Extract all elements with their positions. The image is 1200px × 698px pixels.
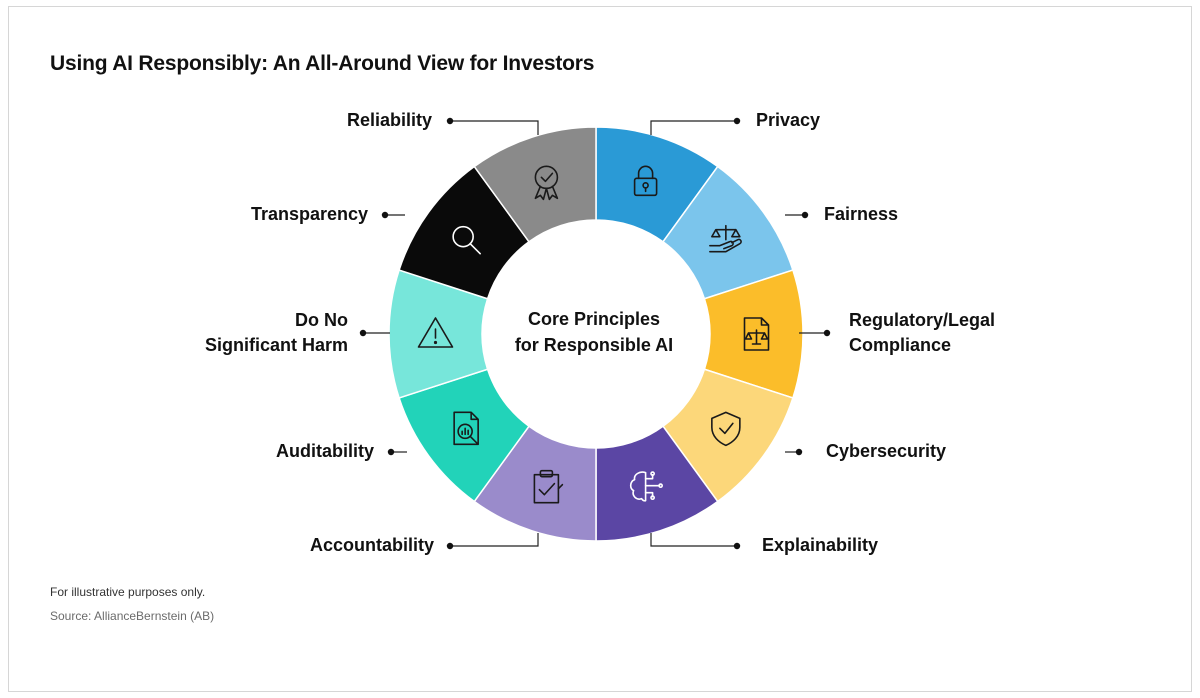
shield-check-icon bbox=[711, 411, 741, 447]
warning-icon bbox=[417, 317, 454, 348]
scales-hand-icon bbox=[709, 224, 742, 253]
brain-circuit-icon bbox=[629, 471, 663, 502]
leader-line-explainability bbox=[650, 533, 737, 547]
leader-dot-transparency bbox=[381, 211, 389, 219]
source-note: Source: AllianceBernstein (AB) bbox=[50, 609, 215, 623]
label-transparency: Transparency bbox=[250, 204, 368, 224]
label-do-no-significant-harm: Do No Significant Harm bbox=[204, 310, 348, 355]
label-fairness: Fairness bbox=[824, 204, 899, 224]
leader-dot-accountability bbox=[446, 542, 454, 550]
award-ribbon-icon bbox=[534, 165, 559, 201]
leader-dot-reliability bbox=[446, 117, 454, 125]
leader-dot-explainability bbox=[733, 542, 741, 550]
illustrative-note: For illustrative purposes only. bbox=[50, 585, 206, 599]
label-regulatory-legal-compliance: Regulatory/Legal Compliance bbox=[849, 310, 996, 355]
leader-dot-privacy bbox=[733, 117, 741, 125]
figure-title: Using AI Responsibly: An All-Around View… bbox=[50, 52, 595, 75]
leader-line-privacy bbox=[650, 120, 737, 135]
leader-line-accountability bbox=[450, 533, 539, 547]
legal-document-icon bbox=[743, 317, 770, 351]
leader-dot-cybersecurity bbox=[795, 448, 803, 456]
leader-dot-regulatory-legal bbox=[823, 329, 831, 337]
leader-dot-auditability bbox=[387, 448, 395, 456]
label-privacy: Privacy bbox=[756, 110, 821, 130]
label-cybersecurity: Cybersecurity bbox=[826, 441, 947, 461]
center-label: Core Principles for Responsible AI bbox=[486, 306, 702, 358]
label-auditability: Auditability bbox=[276, 441, 374, 461]
label-reliability: Reliability bbox=[346, 110, 432, 130]
leader-dot-fairness bbox=[801, 211, 809, 219]
segment-reliability bbox=[473, 126, 597, 243]
center-line-2: for Responsible AI bbox=[514, 335, 674, 355]
clipboard-check-icon bbox=[533, 469, 564, 504]
label-accountability: Accountability bbox=[309, 535, 434, 555]
audit-report-icon bbox=[453, 411, 479, 446]
figure-frame bbox=[8, 6, 1192, 692]
lock-icon bbox=[633, 165, 658, 197]
center-line-1: Core Principles bbox=[527, 309, 661, 329]
leader-line-reliability bbox=[450, 120, 539, 135]
magnifier-icon bbox=[452, 225, 481, 255]
leader-dot-do-no bbox=[359, 329, 367, 337]
label-explainability: Explainability bbox=[762, 535, 879, 555]
